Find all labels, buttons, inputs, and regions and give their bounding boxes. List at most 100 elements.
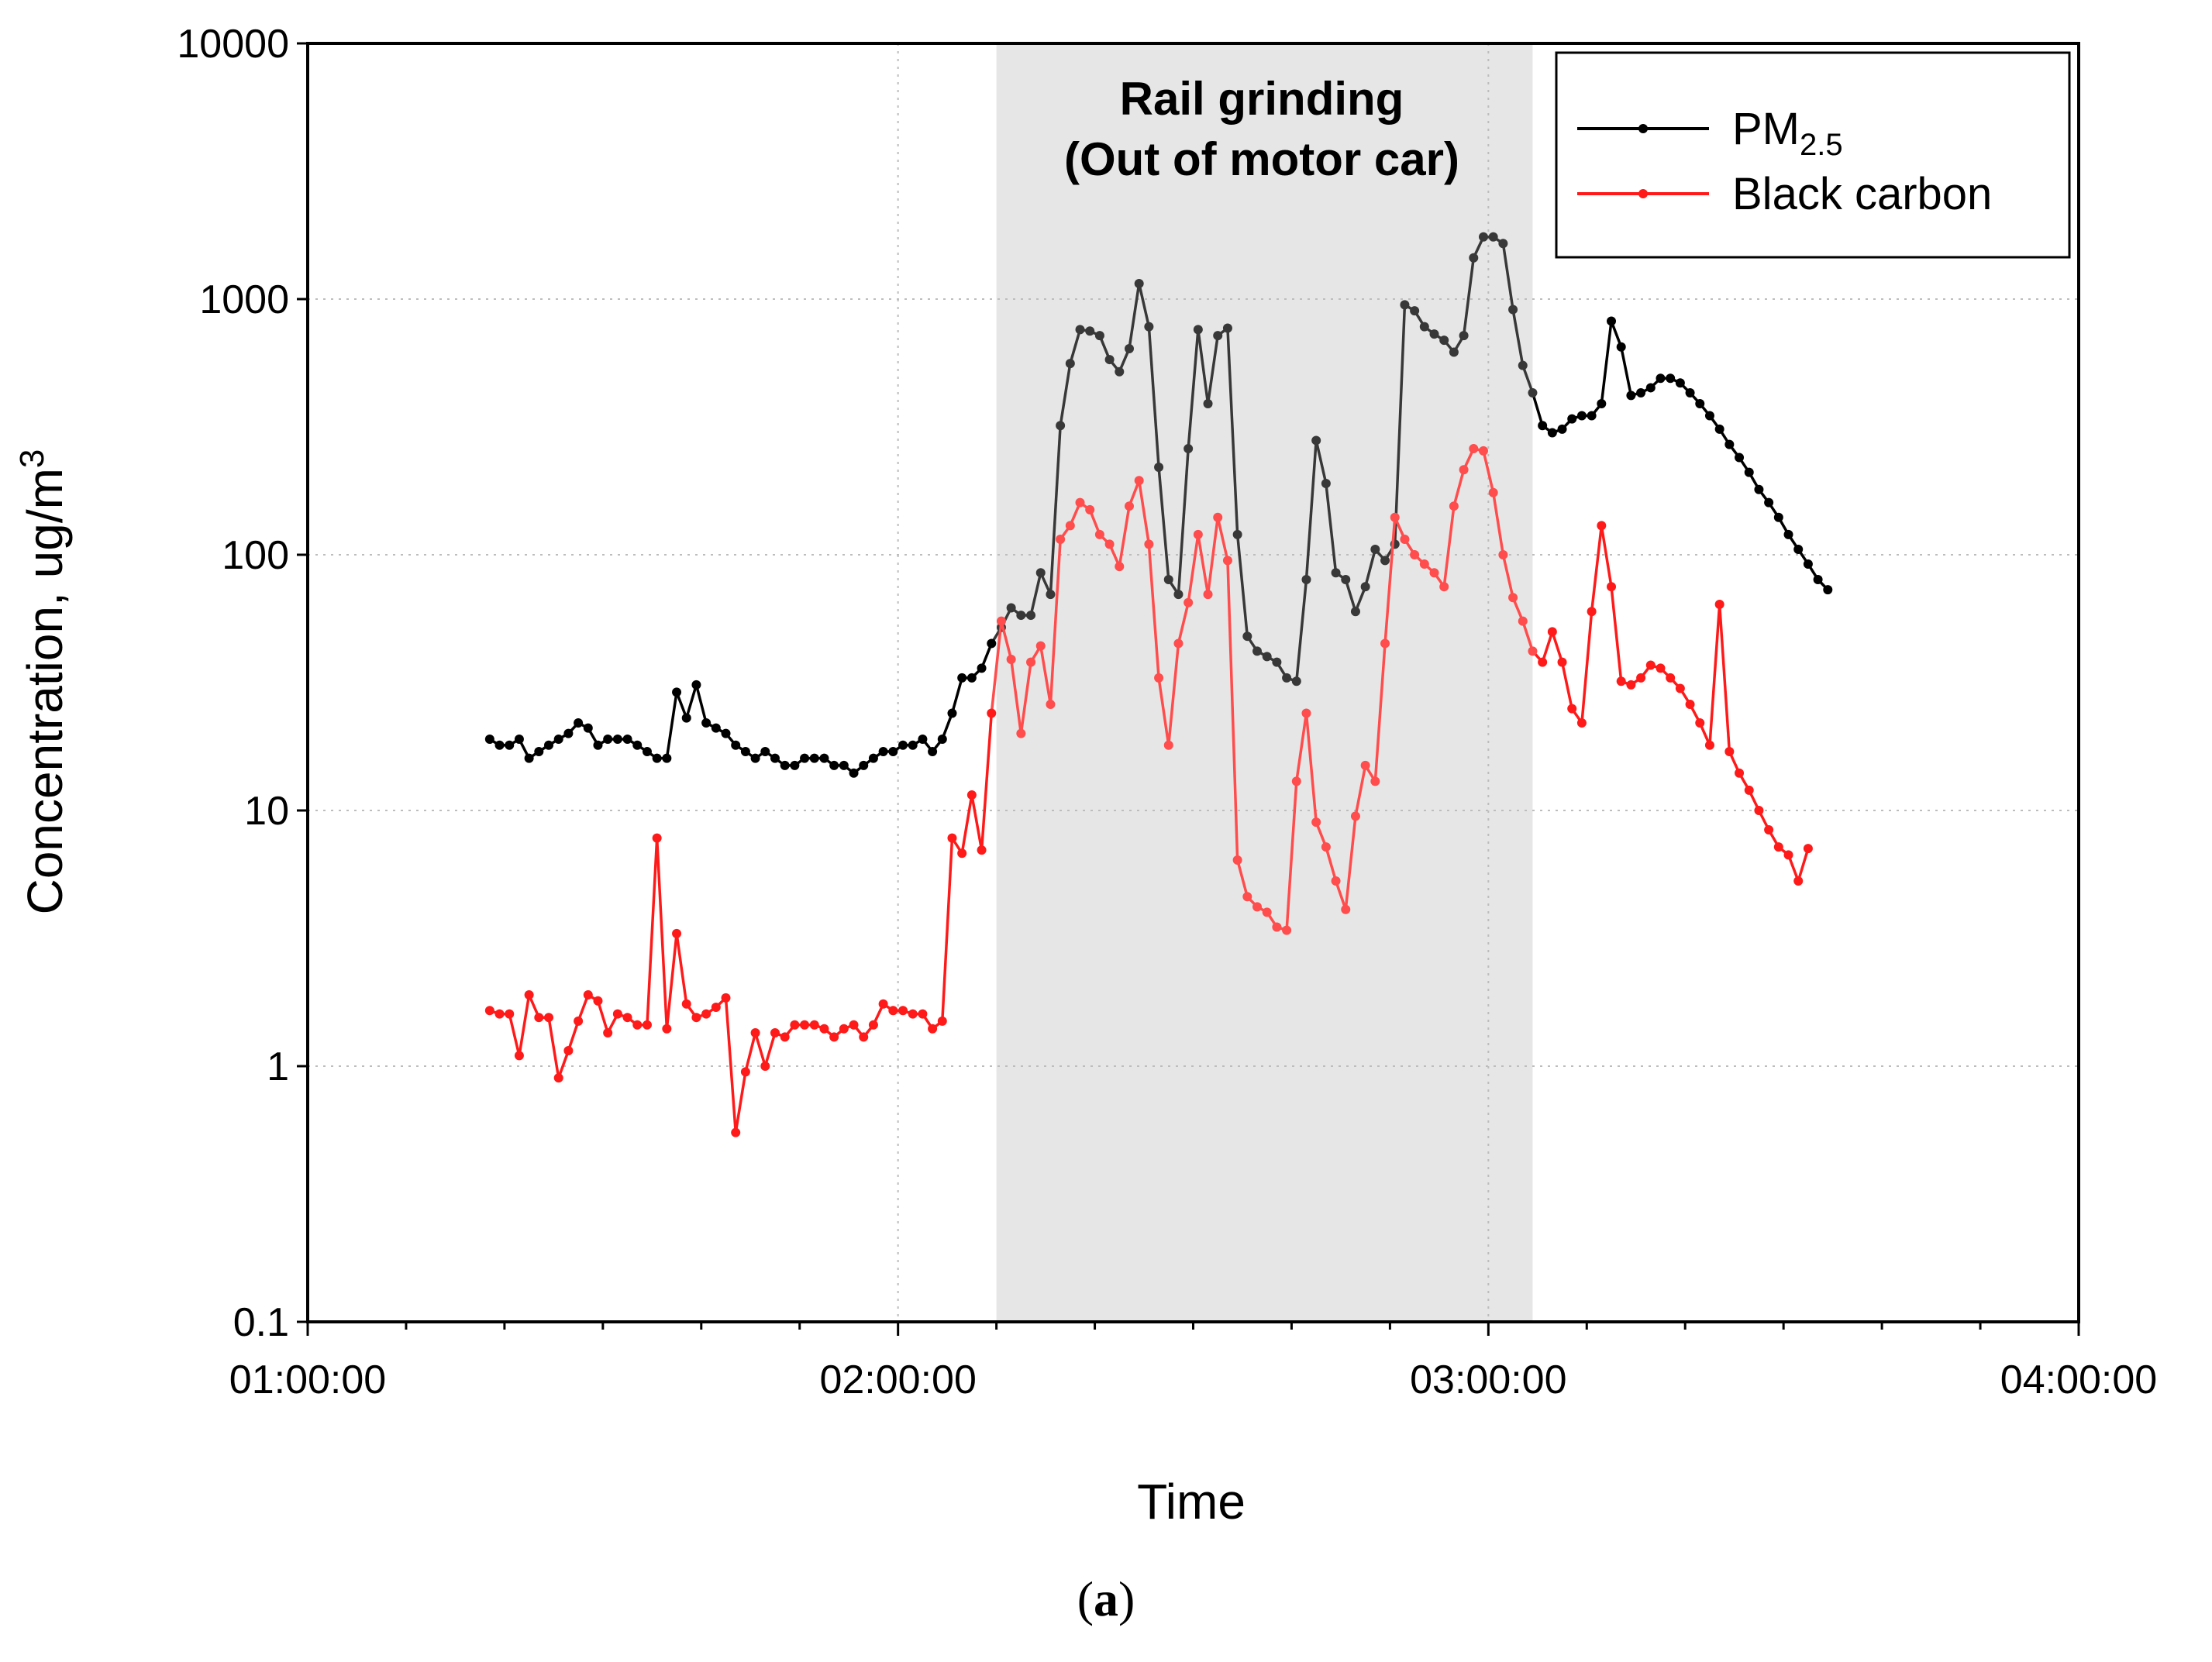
- data-point: [1163, 740, 1173, 750]
- data-point: [800, 1020, 810, 1030]
- data-point: [701, 1009, 711, 1019]
- data-point: [878, 746, 888, 756]
- series-segment: [1157, 677, 1170, 746]
- data-point: [1645, 383, 1656, 393]
- data-point: [1075, 325, 1085, 335]
- data-point: [1222, 556, 1232, 566]
- data-point: [1085, 504, 1095, 514]
- data-point: [1311, 435, 1321, 446]
- series-segment: [1600, 321, 1613, 404]
- data-point: [1429, 568, 1439, 578]
- series-segment: [1216, 517, 1229, 561]
- series-segment: [960, 794, 973, 854]
- data-point: [859, 760, 869, 770]
- data-point: [849, 1020, 859, 1030]
- data-point: [1350, 811, 1360, 821]
- data-point: [1488, 487, 1498, 497]
- data-point: [1764, 497, 1774, 508]
- data-point: [977, 663, 987, 673]
- data-point: [1242, 631, 1252, 642]
- series-segment: [753, 1032, 767, 1067]
- series-layer: [484, 232, 1833, 1137]
- series-segment: [1363, 549, 1377, 587]
- series-segment: [763, 1032, 777, 1067]
- data-point: [1488, 232, 1498, 242]
- series-segment: [734, 1072, 747, 1133]
- series-segment: [1491, 492, 1505, 556]
- data-point: [1380, 556, 1390, 566]
- data-point: [849, 768, 859, 778]
- data-point: [1773, 512, 1783, 522]
- data-point: [534, 746, 544, 756]
- data-point: [1094, 331, 1104, 341]
- legend-marker-black-carbon: [1638, 189, 1648, 198]
- series-segment: [1295, 579, 1308, 682]
- data-point: [888, 1006, 898, 1016]
- series-segment: [1206, 335, 1219, 404]
- data-point: [1439, 335, 1449, 346]
- data-point: [691, 680, 701, 690]
- data-point: [494, 1009, 505, 1019]
- data-point: [1311, 817, 1321, 828]
- data-point: [662, 753, 672, 763]
- series-segment: [1295, 713, 1308, 782]
- data-point: [1341, 904, 1351, 914]
- series-segment: [1137, 283, 1151, 327]
- series-segment: [1128, 283, 1141, 349]
- data-point: [868, 1020, 878, 1030]
- data-point: [1547, 627, 1557, 637]
- data-point: [1616, 342, 1626, 352]
- series-segment: [1118, 505, 1131, 567]
- data-point: [928, 1024, 938, 1034]
- data-point: [1636, 673, 1646, 683]
- data-point: [1400, 300, 1410, 310]
- data-point: [1607, 316, 1617, 326]
- series-segment: [1521, 621, 1535, 652]
- series-segment: [1610, 587, 1623, 682]
- series-segment: [665, 692, 678, 759]
- series-segment: [744, 1032, 757, 1072]
- data-point: [1557, 424, 1567, 434]
- data-point: [593, 740, 603, 750]
- series-segment: [1718, 604, 1731, 752]
- series-segment: [1383, 517, 1397, 644]
- series-segment: [950, 677, 963, 714]
- series-segment: [694, 684, 708, 724]
- data-point: [1508, 305, 1518, 315]
- data-point: [937, 1016, 947, 1026]
- data-point: [1075, 497, 1085, 508]
- data-point: [574, 718, 584, 728]
- data-point: [1360, 760, 1370, 770]
- data-point: [770, 753, 780, 763]
- data-point: [1380, 638, 1390, 649]
- series-segment: [1177, 602, 1190, 644]
- series-segment: [1521, 365, 1535, 394]
- data-point: [1793, 876, 1804, 886]
- data-point: [740, 746, 750, 756]
- data-point: [1085, 326, 1095, 336]
- data-point: [1301, 574, 1311, 584]
- data-point: [908, 1009, 918, 1019]
- data-point: [1597, 398, 1607, 408]
- series-segment: [1137, 480, 1151, 545]
- data-point: [1567, 704, 1577, 714]
- data-point: [1272, 657, 1282, 667]
- series-segment: [547, 1017, 560, 1079]
- data-point: [1754, 806, 1764, 815]
- data-point: [1301, 708, 1311, 718]
- data-point: [514, 735, 524, 745]
- series-segment: [1373, 643, 1387, 782]
- data-point: [574, 1016, 584, 1026]
- y-tick-label: 10000: [177, 22, 289, 67]
- series-segment: [1147, 326, 1160, 468]
- series-segment: [1197, 329, 1210, 404]
- data-point: [1213, 512, 1223, 522]
- data-point: [750, 1027, 760, 1037]
- series-segment: [1019, 662, 1032, 734]
- data-point: [1154, 673, 1164, 683]
- data-point: [1262, 652, 1272, 662]
- data-point: [1587, 411, 1597, 421]
- data-point: [918, 735, 928, 745]
- data-point: [928, 746, 938, 756]
- series-pm25: [484, 232, 1833, 778]
